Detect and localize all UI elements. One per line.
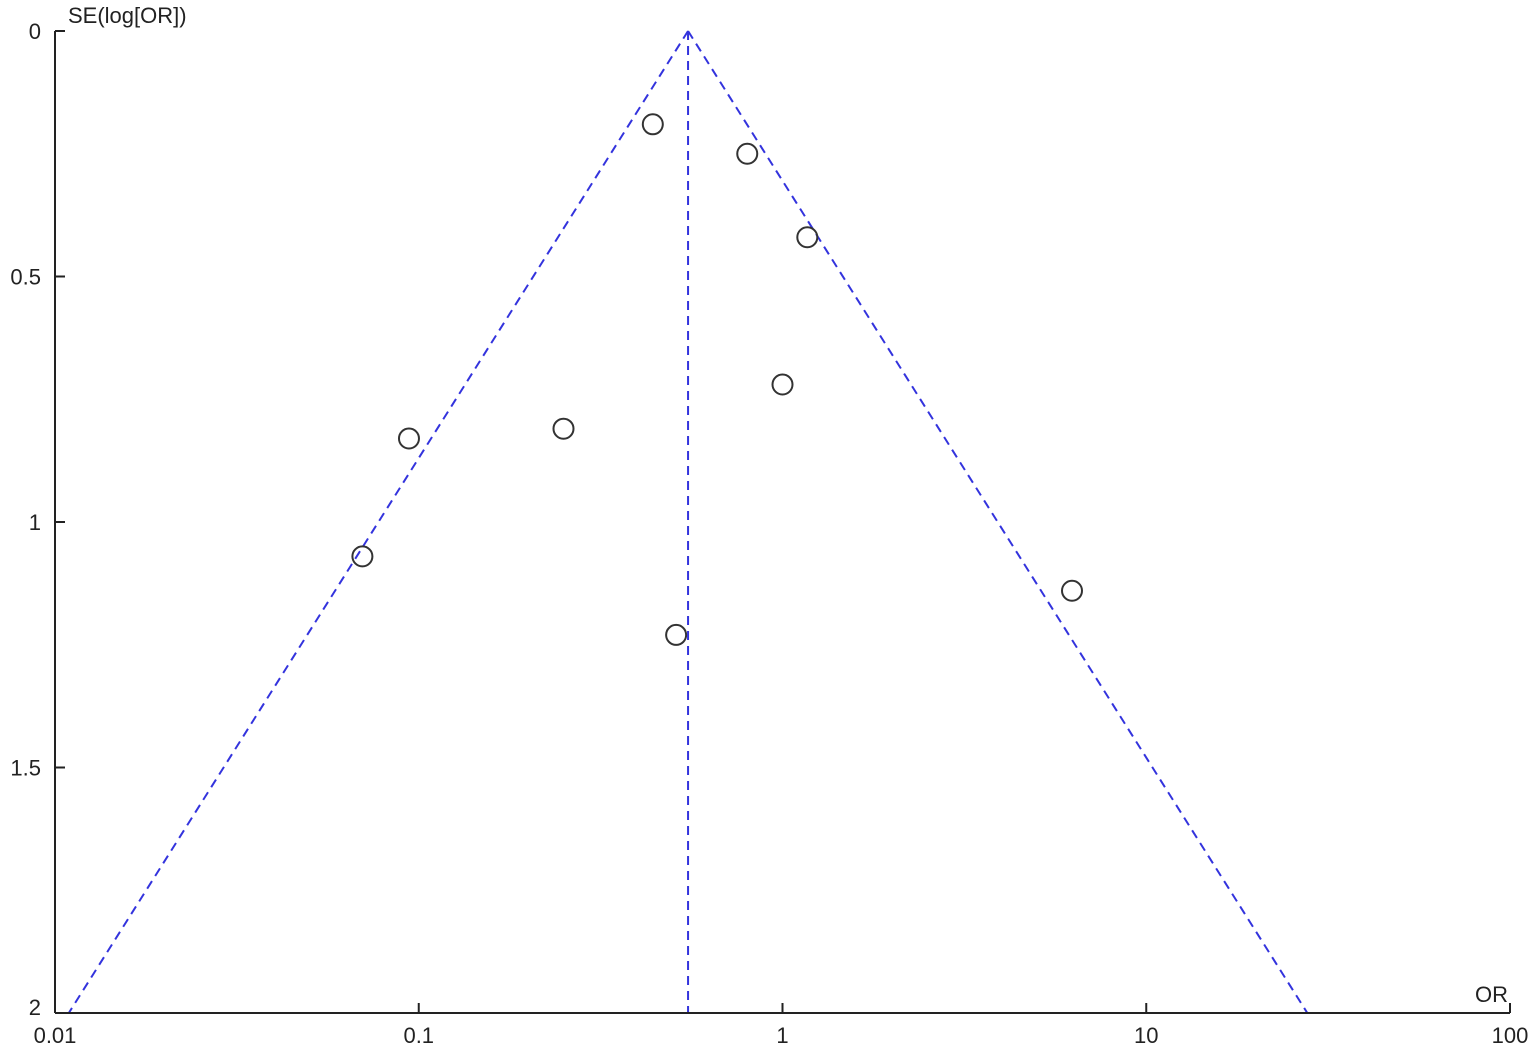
y-tick-label: 0: [29, 19, 41, 44]
y-tick-label: 0.5: [10, 265, 41, 290]
x-axis-title: OR: [1475, 982, 1508, 1007]
study-point: [771, 373, 794, 396]
y-axis-title: SE(log[OR]): [68, 3, 187, 28]
study-point: [351, 545, 374, 568]
study-point: [1061, 579, 1084, 602]
study-point: [641, 113, 664, 136]
x-tick-label: 0.1: [403, 1023, 434, 1048]
x-tick-label: 10: [1134, 1023, 1158, 1048]
study-point: [665, 623, 688, 646]
study-point: [552, 417, 575, 440]
y-tick-label: 1.5: [10, 756, 41, 781]
study-point: [736, 142, 759, 165]
y-tick-label: 1: [29, 510, 41, 535]
x-tick-label: 100: [1492, 1023, 1529, 1048]
funnel-left-limit: [67, 30, 689, 1014]
y-tick-label: 2: [29, 995, 41, 1020]
x-tick-label: 0.01: [34, 1023, 77, 1048]
funnel-right-limit: [687, 30, 1309, 1014]
study-point: [796, 226, 819, 249]
study-point: [397, 427, 420, 450]
x-tick-label: 1: [776, 1023, 788, 1048]
